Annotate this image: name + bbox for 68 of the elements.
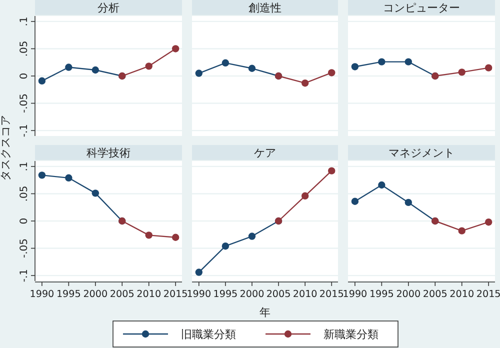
point — [222, 242, 230, 250]
point — [38, 77, 46, 85]
point — [38, 172, 46, 179]
y-tick-label: -.1 — [19, 124, 30, 138]
x-tick-label: 1995 — [213, 289, 238, 300]
point — [328, 69, 336, 76]
point — [484, 218, 492, 226]
x-tick-label: 1995 — [369, 289, 394, 300]
x-tick-label: 2015 — [476, 289, 500, 300]
x-tick-label: 2005 — [266, 289, 291, 300]
x-tick-label: 2005 — [422, 289, 448, 300]
point — [458, 68, 466, 76]
point — [484, 64, 492, 72]
x-tick-label: 2000 — [83, 289, 108, 300]
point — [248, 232, 256, 240]
x-tick-label: 1990 — [186, 289, 212, 300]
point — [65, 174, 72, 182]
y-tick-label: 0 — [19, 218, 30, 224]
legend-label: 旧職業分類 — [181, 328, 236, 341]
point — [404, 58, 412, 66]
y-tick-label: -.05 — [19, 238, 30, 258]
y-axis-title: タスクスコア — [0, 115, 12, 181]
x-tick-label: 2000 — [396, 289, 421, 300]
x-tick-label: 2010 — [136, 289, 162, 300]
x-tick-label: 2010 — [292, 289, 318, 300]
point — [248, 64, 256, 72]
point — [301, 192, 309, 200]
point — [351, 198, 359, 205]
point — [92, 190, 100, 197]
point — [404, 198, 412, 206]
x-tick-label: 2005 — [110, 289, 134, 300]
chart-title: 分析 — [98, 2, 120, 14]
y-tick-label: -.05 — [19, 94, 30, 114]
point — [172, 45, 180, 52]
point — [145, 62, 152, 70]
chart-title: 創造性 — [248, 2, 282, 14]
chart-title: マネジメント — [388, 146, 454, 160]
point — [145, 232, 152, 239]
chart-title: 科学技術 — [86, 146, 130, 160]
legend-label: 新職業分類 — [324, 328, 378, 341]
x-tick-label: 1995 — [56, 289, 81, 300]
y-tick-label: .1 — [19, 162, 30, 172]
point — [172, 234, 180, 241]
x-tick-label: 1990 — [30, 289, 54, 300]
point — [458, 227, 466, 234]
chart-title: コンピューター — [383, 2, 460, 14]
point — [195, 268, 202, 276]
x-tick-label: 1990 — [342, 289, 368, 300]
point — [351, 63, 359, 70]
x-tick-label: 2000 — [240, 289, 264, 300]
y-tick-label: .1 — [19, 16, 30, 26]
point — [328, 167, 336, 174]
x-tick-label: 2010 — [450, 289, 474, 300]
chart-title: ケア — [254, 146, 276, 160]
y-tick-label: 0 — [19, 72, 30, 80]
x-tick-label: 2015 — [163, 289, 188, 300]
point — [195, 70, 202, 77]
point — [301, 79, 309, 87]
point — [378, 58, 386, 66]
y-tick-label: .05 — [19, 186, 30, 202]
x-axis-title: 年 — [260, 306, 270, 319]
y-tick-label: .05 — [19, 40, 30, 57]
point — [92, 66, 100, 74]
point — [222, 59, 230, 67]
point — [378, 181, 386, 189]
point — [65, 64, 72, 71]
x-tick-label: 2015 — [319, 289, 344, 300]
y-tick-label: -.1 — [19, 268, 30, 282]
